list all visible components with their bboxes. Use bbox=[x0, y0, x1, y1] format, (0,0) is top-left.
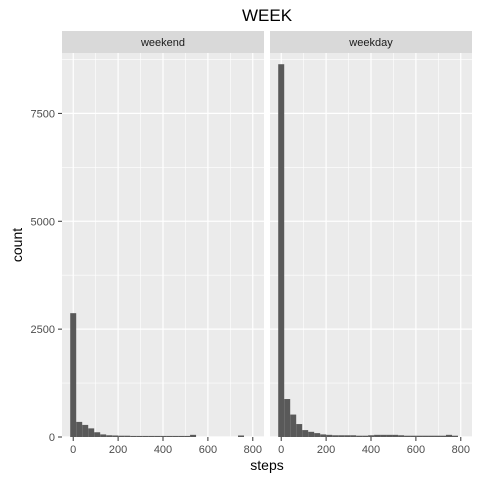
facet-panels: weekend 0 200 400 600 800 weekday 0 200 400 600 800 bbox=[62, 31, 472, 456]
y-axis-title: count bbox=[9, 228, 25, 262]
x-tick-label: 600 bbox=[199, 444, 217, 456]
histogram-bar bbox=[350, 435, 357, 437]
histogram-bar bbox=[302, 430, 309, 437]
x-tick-label: 200 bbox=[317, 444, 335, 456]
histogram-bar bbox=[136, 435, 143, 437]
histogram-bar bbox=[160, 435, 167, 437]
histogram-bar bbox=[374, 434, 381, 437]
histogram-bar bbox=[106, 435, 113, 437]
histogram-bar bbox=[326, 434, 333, 437]
histogram-bar bbox=[70, 313, 77, 437]
histogram-bar bbox=[112, 435, 119, 437]
x-tick-label: 0 bbox=[70, 444, 76, 456]
facet-strip bbox=[62, 31, 264, 53]
histogram-bar bbox=[434, 435, 441, 437]
histogram-bar bbox=[392, 434, 399, 437]
histogram-bar bbox=[172, 435, 179, 437]
histogram-bar bbox=[344, 435, 351, 437]
facet-strip-label: weekend bbox=[140, 37, 185, 49]
x-tick-label: 200 bbox=[109, 444, 127, 456]
histogram-bar bbox=[118, 435, 125, 437]
histogram-bar bbox=[332, 435, 339, 437]
histogram-bar bbox=[290, 414, 297, 437]
histogram-bar bbox=[166, 435, 173, 437]
facet-strip-label: weekday bbox=[348, 37, 393, 49]
histogram-bar bbox=[178, 435, 185, 437]
x-axis-title: steps bbox=[250, 457, 283, 473]
histogram-bar bbox=[296, 424, 303, 437]
x-tick-label: 800 bbox=[244, 444, 262, 456]
histogram-bar bbox=[410, 435, 417, 437]
histogram-bar bbox=[238, 435, 245, 437]
histogram-bar bbox=[380, 434, 387, 437]
histogram-bar bbox=[278, 64, 285, 437]
facet-panel-weekend: weekend 0 200 400 600 800 bbox=[62, 31, 264, 456]
facet-panel-weekday: weekday 0 200 400 600 800 bbox=[270, 31, 472, 456]
y-tick-label: 0 bbox=[49, 432, 55, 444]
x-tick-label: 400 bbox=[154, 444, 172, 456]
histogram-bar bbox=[452, 435, 458, 437]
y-tick-label: 5000 bbox=[31, 216, 55, 228]
histogram-bar bbox=[100, 434, 107, 437]
histogram-bar bbox=[184, 435, 191, 437]
histogram-bar bbox=[356, 435, 363, 437]
chart-title: WEEK bbox=[242, 6, 293, 25]
histogram-bar bbox=[124, 435, 131, 437]
histogram-bar bbox=[446, 434, 453, 437]
histogram-bar bbox=[308, 431, 315, 437]
histogram-bar bbox=[76, 421, 83, 437]
histogram-bar bbox=[82, 424, 89, 437]
histogram-bar bbox=[130, 435, 137, 437]
histogram-bar bbox=[362, 435, 369, 437]
x-tick-label: 400 bbox=[362, 444, 380, 456]
histogram-bar bbox=[154, 435, 161, 437]
y-axis: 0 2500 5000 7500 bbox=[31, 108, 62, 444]
histogram-bar bbox=[320, 434, 327, 437]
histogram-bar bbox=[88, 428, 95, 437]
histogram-bar bbox=[404, 435, 411, 437]
histogram-bar bbox=[422, 435, 429, 437]
histogram-bar bbox=[314, 433, 321, 437]
histogram-bar bbox=[94, 432, 101, 437]
x-tick-label: 0 bbox=[278, 444, 284, 456]
histogram-bar bbox=[368, 435, 375, 437]
histogram-bar bbox=[142, 435, 149, 437]
histogram-bar bbox=[190, 434, 197, 437]
histogram-bar bbox=[338, 435, 345, 437]
y-tick-label: 2500 bbox=[31, 324, 55, 336]
histogram-bar bbox=[416, 435, 423, 437]
facet-strip bbox=[270, 31, 472, 53]
histogram-bar bbox=[148, 435, 155, 437]
histogram-bar bbox=[284, 399, 291, 437]
histogram-bar bbox=[386, 434, 393, 437]
y-tick-label: 7500 bbox=[31, 108, 55, 120]
histogram-bar bbox=[440, 435, 447, 437]
x-tick-label: 800 bbox=[452, 444, 470, 456]
histogram-bar bbox=[398, 435, 405, 437]
x-tick-label: 600 bbox=[407, 444, 425, 456]
histogram-bar bbox=[428, 435, 435, 437]
